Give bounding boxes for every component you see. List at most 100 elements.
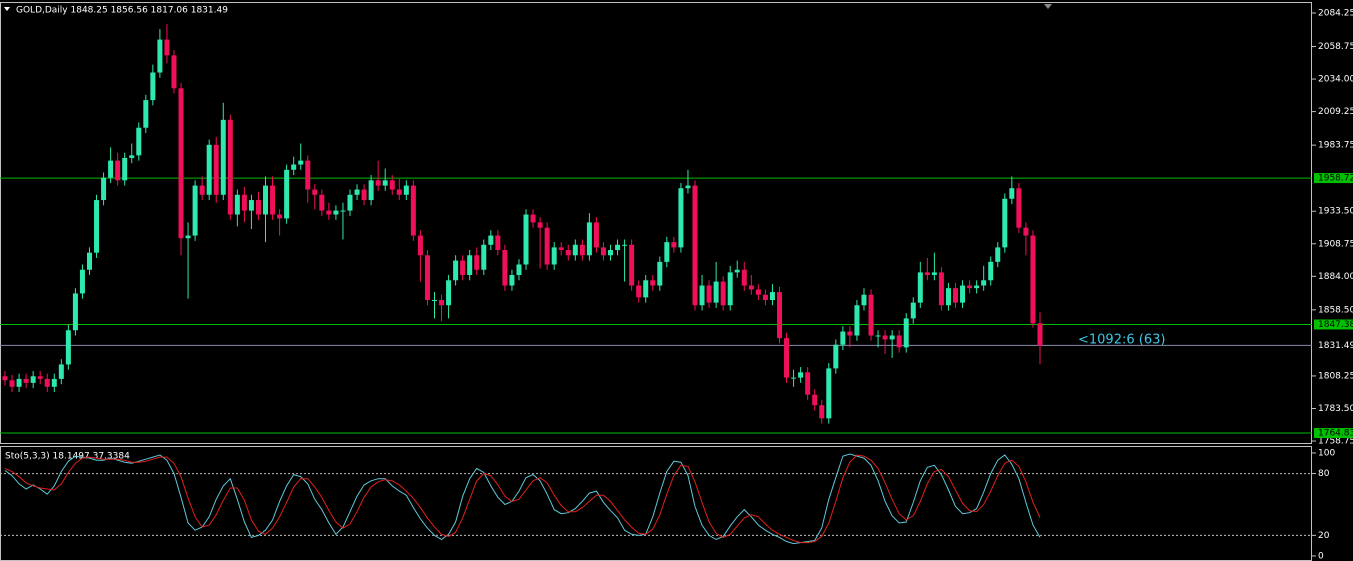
candle-body — [389, 180, 395, 190]
candle-body — [636, 285, 642, 298]
candle-body — [960, 285, 966, 303]
candle-body — [1002, 198, 1008, 248]
shift-marker[interactable] — [1044, 4, 1052, 9]
y-tick-label: 1908.75 — [1318, 239, 1353, 249]
candle-body — [284, 169, 290, 219]
candle-body — [9, 380, 15, 387]
y-tick-label: 1758.75 — [1318, 437, 1353, 447]
candle-body — [931, 272, 937, 276]
candle-body — [769, 292, 775, 300]
y-tick-label: 2034.00 — [1318, 75, 1353, 85]
candle-body — [903, 318, 909, 348]
candle-body — [629, 244, 635, 286]
candle-body — [600, 247, 606, 256]
y-tick-label: 20 — [1318, 531, 1330, 541]
candle-body — [1016, 188, 1022, 228]
candle-body — [213, 144, 219, 195]
candle-body — [882, 335, 888, 340]
candle-body — [157, 39, 163, 73]
candle-body — [889, 335, 895, 340]
candle-body — [44, 378, 50, 387]
y-tick-label: 1808.25 — [1318, 371, 1353, 381]
candle-body — [868, 294, 874, 336]
candle-body — [417, 235, 423, 256]
y-tick-label: 1983.75 — [1318, 141, 1353, 151]
candle-body — [255, 200, 261, 215]
candle-body — [755, 289, 761, 295]
candle-body — [2, 376, 8, 381]
candle-body — [263, 185, 269, 215]
candle-body — [812, 394, 818, 406]
candle-body — [974, 285, 980, 289]
candle-body — [741, 269, 747, 286]
candle-body — [854, 305, 860, 336]
candle-body — [270, 185, 276, 215]
candle-body — [720, 281, 726, 306]
candle-body — [319, 194, 325, 211]
candle-body — [65, 330, 71, 365]
candle-body — [30, 376, 36, 383]
candle-body — [502, 250, 508, 286]
level-label-bg — [1314, 428, 1353, 439]
indicator-title: Sto(5,3,3) 18.1497 37.3384 — [5, 452, 130, 462]
candle-body — [826, 368, 832, 419]
main-panel — [0, 2, 1312, 444]
candle-body — [241, 194, 247, 211]
candle-body — [776, 292, 782, 339]
candle-body — [431, 299, 437, 301]
candle-body — [762, 294, 768, 300]
candle-body — [410, 185, 416, 236]
candle-body — [516, 264, 522, 276]
candle-body — [150, 72, 156, 101]
candle-body — [622, 244, 628, 246]
candle-body — [326, 210, 332, 215]
y-tick-label: 1933.50 — [1318, 207, 1353, 217]
candle-body — [953, 288, 959, 303]
candle-body — [122, 157, 128, 181]
candle-body — [248, 200, 254, 211]
candle-body — [1030, 235, 1036, 324]
candle-body — [579, 244, 585, 256]
candle-body — [615, 244, 621, 251]
candle-body — [178, 88, 184, 239]
y-tick-label: 1783.50 — [1318, 404, 1353, 414]
candle-body — [227, 119, 233, 215]
y-tick-label: 2058.75 — [1318, 42, 1353, 52]
candle-body — [101, 177, 107, 201]
candle-body — [988, 261, 994, 281]
menu-arrow[interactable] — [4, 7, 10, 11]
candle-body — [291, 164, 297, 170]
annotation: <1092:6 (63) — [1078, 333, 1165, 348]
candle-body — [354, 189, 360, 195]
candle-body — [593, 222, 599, 248]
candle-body — [784, 338, 790, 378]
candle-body — [875, 335, 881, 337]
candle-body — [706, 285, 712, 303]
candle-body — [86, 252, 92, 270]
candle-body — [671, 242, 677, 248]
candle-body — [896, 335, 902, 348]
candle-body — [368, 180, 374, 201]
candle-body — [467, 255, 473, 276]
candle-body — [298, 160, 304, 165]
candle-body — [699, 285, 705, 306]
candle-body — [234, 194, 240, 215]
candle-body — [995, 247, 1001, 262]
level-label: 1847.38 — [1318, 320, 1353, 330]
candle-body — [312, 189, 318, 195]
candle-body — [981, 280, 987, 286]
candle-body — [734, 269, 740, 273]
candle-body — [924, 272, 930, 276]
candle-body — [805, 372, 811, 395]
candle-body — [967, 285, 973, 289]
candle-body — [347, 194, 353, 211]
candle-body — [453, 260, 459, 281]
y-tick-label: 0 — [1318, 551, 1324, 561]
candle-body — [58, 364, 64, 379]
candle-body — [657, 261, 663, 286]
candle-body — [23, 378, 29, 383]
indicator-line — [4, 453, 1041, 545]
candle-body — [488, 235, 494, 245]
candle-body — [727, 272, 733, 306]
